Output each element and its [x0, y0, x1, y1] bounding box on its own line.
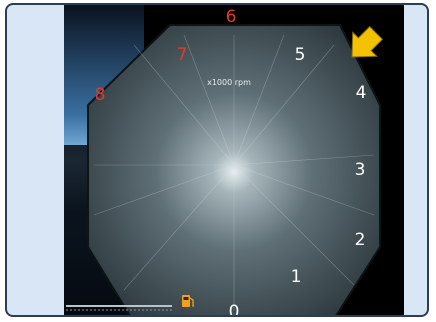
rpm-mark-7: 7 [177, 45, 188, 65]
fuel-gauge-strip [66, 305, 172, 311]
rpm-mark-8: 8 [95, 85, 106, 105]
rpm-mark-4: 4 [356, 83, 367, 103]
rpm-mark-6: 6 [226, 7, 237, 27]
rpm-mark-2: 2 [355, 230, 366, 250]
tachometer-scene: x1000 rpm 6 7 8 5 4 3 2 1 0 [64, 5, 384, 317]
screenshot-frame: x1000 rpm 6 7 8 5 4 3 2 1 0 [5, 3, 429, 317]
rpm-mark-3: 3 [355, 160, 366, 180]
rpm-unit-label: x1000 rpm [207, 78, 251, 87]
dial-texture [93, 34, 375, 310]
dashboard-screen: x1000 rpm 6 7 8 5 4 3 2 1 0 [64, 5, 404, 317]
rpm-mark-5: 5 [295, 45, 306, 65]
pointer-arrow-icon [351, 25, 384, 58]
rpm-mark-0: 0 [229, 302, 240, 317]
fuel-pump-icon [182, 295, 194, 307]
rpm-mark-1: 1 [291, 267, 302, 287]
